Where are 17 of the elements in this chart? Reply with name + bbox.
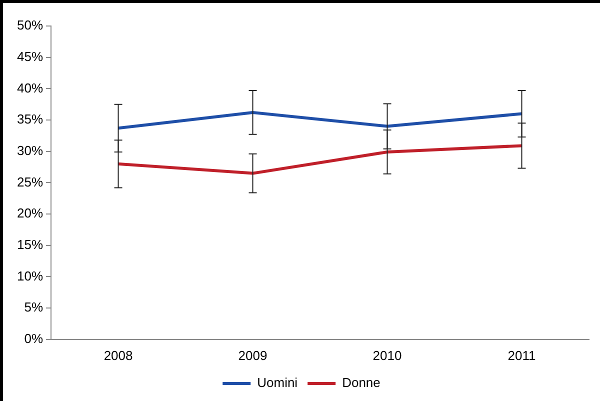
legend-label: Uomini [257, 375, 298, 390]
y-tick-label: 40% [16, 80, 44, 96]
y-tick-label: 10% [16, 268, 44, 284]
x-tick-label: 2011 [508, 348, 536, 363]
y-tick-label: 35% [16, 112, 44, 127]
x-tick-label: 2010 [372, 348, 402, 363]
y-tick-label: 15% [16, 236, 44, 252]
y-tick-label: 30% [16, 142, 44, 158]
y-tick-label: 45% [16, 48, 44, 64]
x-tick-label: 2008 [104, 348, 133, 363]
y-tick-label: 50% [16, 18, 44, 33]
legend-label: Donne [342, 375, 380, 390]
y-tick-label: 5% [24, 300, 44, 315]
x-tick-label: 2009 [238, 348, 268, 363]
y-tick-label: 0% [24, 330, 44, 346]
y-tick-label: 20% [16, 206, 44, 221]
y-tick-label: 25% [16, 174, 44, 190]
